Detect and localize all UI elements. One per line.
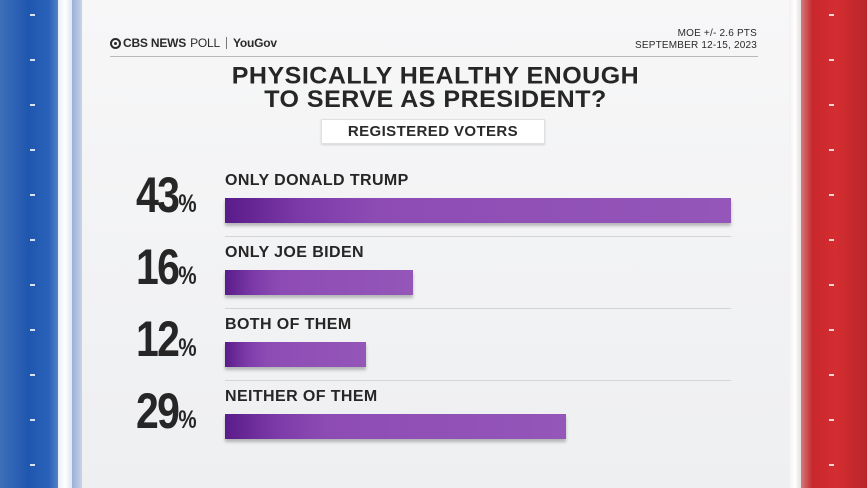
flag-tick <box>829 419 834 421</box>
percent-sign: % <box>178 334 197 362</box>
poll-dates: SEPTEMBER 12-15, 2023 <box>634 40 757 51</box>
row-divider <box>225 380 731 381</box>
right-flag-stripe <box>789 0 801 488</box>
category-label: ONLY JOE BIDEN <box>225 244 364 261</box>
row-divider <box>225 308 731 309</box>
flag-tick <box>30 329 35 331</box>
flag-tick <box>30 419 35 421</box>
bar <box>225 342 366 367</box>
brand-separator <box>225 37 227 49</box>
left-flag-stripe <box>58 0 72 488</box>
right-flag-border <box>789 0 867 488</box>
flag-tick <box>30 374 35 376</box>
category-label: NEITHER OF THEM <box>225 388 378 405</box>
brand-partner: YouGov <box>232 36 277 50</box>
flag-tick <box>829 149 834 151</box>
flag-tick <box>829 194 834 196</box>
flag-tick <box>30 59 35 61</box>
poll-meta: MOE +/- 2.6 PTS SEPTEMBER 12-15, 2023 <box>635 28 757 52</box>
flag-tick <box>30 464 35 466</box>
flag-tick <box>829 464 834 466</box>
category-label: ONLY DONALD TRUMP <box>225 172 409 189</box>
flag-tick <box>829 14 834 16</box>
flag-tick <box>829 104 834 106</box>
bar <box>225 270 413 295</box>
flag-tick <box>30 239 35 241</box>
value-number: 12 <box>136 311 180 367</box>
graphic-panel: CBS NEWS POLL YouGov MOE +/- 2.6 PTS SEP… <box>82 0 789 488</box>
left-flag-border <box>0 0 82 488</box>
flag-tick <box>829 374 834 376</box>
cbs-eye-icon <box>110 37 121 49</box>
flag-tick <box>829 329 834 331</box>
value-label: 29% <box>136 386 197 445</box>
flag-tick <box>30 194 35 196</box>
category-label: BOTH OF THEM <box>225 316 352 333</box>
chart-title-line1: PHYSICALLY HEALTHY ENOUGH <box>231 62 640 89</box>
brand-poll: POLL <box>190 36 220 50</box>
value-label: 43% <box>136 170 197 229</box>
bar <box>225 198 731 223</box>
percent-sign: % <box>178 406 197 434</box>
flag-tick <box>30 14 35 16</box>
chart-subtitle: REGISTERED VOTERS <box>321 119 545 144</box>
brand-cbs: CBS NEWS <box>123 36 187 50</box>
value-label: 12% <box>136 314 197 373</box>
header-divider <box>110 56 758 57</box>
flag-tick <box>829 59 834 61</box>
row-divider <box>225 236 731 237</box>
value-number: 16 <box>136 239 180 295</box>
value-number: 43 <box>136 167 180 223</box>
flag-tick <box>829 239 834 241</box>
chart-title-line2: TO SERVE AS PRESIDENT? <box>264 86 607 113</box>
margin-of-error: MOE +/- 2.6 PTS <box>677 28 757 39</box>
bar <box>225 414 566 439</box>
flag-tick <box>30 104 35 106</box>
percent-sign: % <box>178 190 197 218</box>
brand-logo: CBS NEWS POLL YouGov <box>110 36 277 50</box>
value-number: 29 <box>136 383 180 439</box>
percent-sign: % <box>178 262 197 290</box>
flag-tick <box>30 149 35 151</box>
flag-tick <box>829 284 834 286</box>
chart-title: PHYSICALLY HEALTHY ENOUGH TO SERVE AS PR… <box>82 64 789 112</box>
flag-tick <box>30 284 35 286</box>
value-label: 16% <box>136 242 197 301</box>
